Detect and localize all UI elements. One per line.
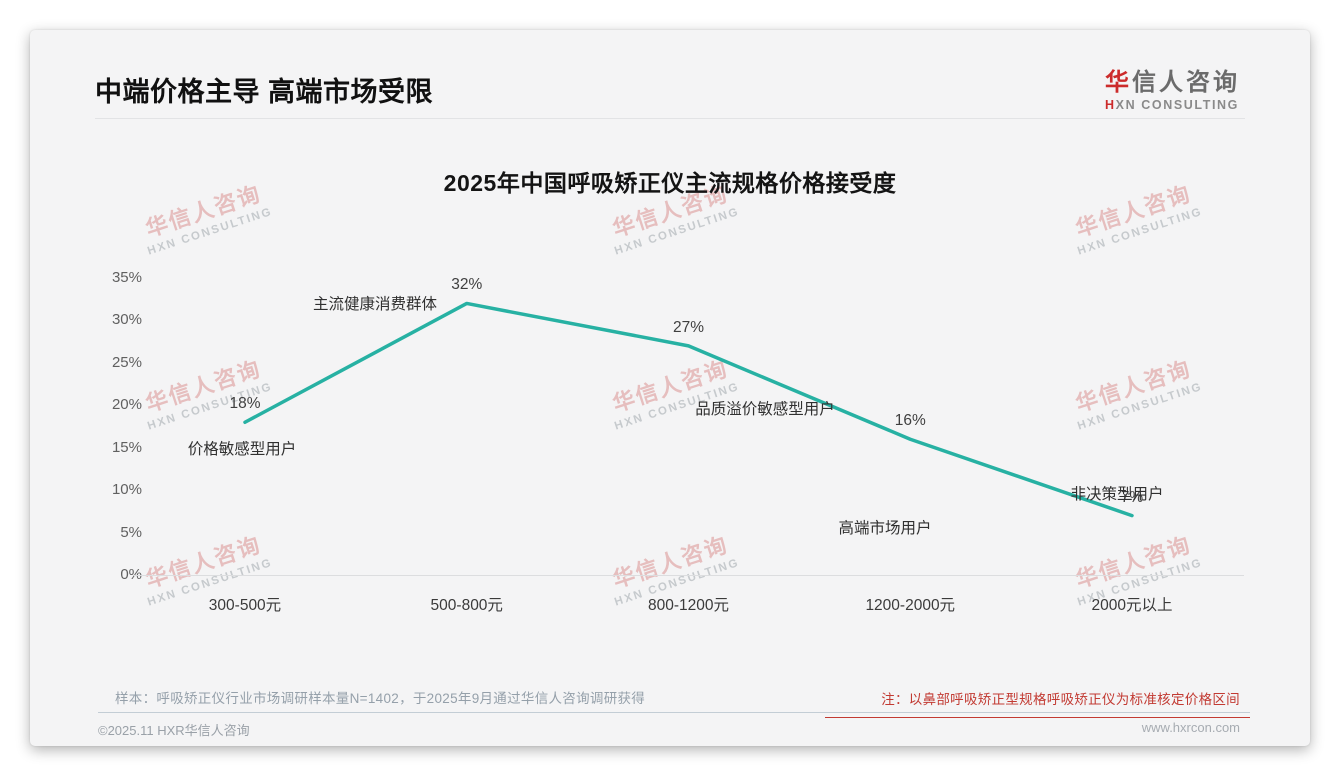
trend-line-svg [243,301,1134,518]
brand-logo: 华信人咨询 HXN CONSULTING [1105,62,1240,112]
brand-logo-cn: 华信人咨询 [1105,69,1240,96]
y-axis-tick-label: 0% [120,566,142,583]
y-axis-tick-label: 30% [111,311,142,329]
segment-annotation: 高端市场用户 [838,520,932,537]
page-title: 中端价格主导 高端市场受限 [95,77,434,107]
slide-card: 华信人咨询 HXN CONSULTING 华信人咨询 HXN CONSULTING 华信… [30,30,1310,746]
x-axis-category-label: 500-800元 [430,597,503,614]
price-acceptance-line-chart: 0% 5% 10% 15% 20% 25% 30% 35% 300-500元 500-800元 80… [30,30,1310,746]
data-point-value-label: 16% [894,412,926,430]
price-acceptance-line [243,301,1134,518]
brand-logo-en: HXN CONSULTING [1105,98,1239,112]
data-point-value-label: 7% [1120,488,1144,506]
sample-note: 样本：呼吸矫正仪行业市场调研样本量N=1402，于2025年9月通过华信人咨询调… [115,691,646,706]
segment-annotation: 非决策型用户 [1070,486,1164,503]
chart-title: 2025年中国呼吸矫正仪主流规格价格接受度 [443,170,897,196]
website-url: www.hxrcon.com [1141,720,1240,735]
y-axis-tick-label: 5% [120,523,142,541]
x-axis-category-label: 300-500元 [208,597,282,614]
y-axis-tick-label: 35% [111,269,142,286]
header-divider [95,118,1245,119]
segment-annotation: 价格敏感型用户 [187,441,297,458]
x-axis-category-label: 1200-2000元 [865,597,956,614]
y-axis-tick-label: 15% [111,438,142,456]
copyright-text: ©2025.11 HXR华信人咨询 [98,723,250,738]
y-axis-tick-label: 10% [111,481,142,499]
footer-divider [98,712,1250,713]
data-point-value-label: 27% [672,318,705,336]
y-axis-tick-label: 20% [111,396,142,414]
standard-note: 注：以鼻部呼吸矫正型规格呼吸矫正仪为标准核定价格区间 [881,692,1240,707]
y-axis-tick-label: 25% [111,353,142,371]
data-point-value-label: 32% [451,276,483,294]
segment-annotation: 品质溢价敏感型用户 [695,401,835,418]
standard-note-underline [825,717,1250,718]
segment-annotation: 主流健康消费群体 [312,296,438,313]
x-axis-category-label: 800-1200元 [647,597,729,614]
x-axis-category-label: 2000元以上 [1091,597,1173,614]
x-axis-line [134,575,1244,576]
data-point-value-label: 18% [229,395,261,413]
